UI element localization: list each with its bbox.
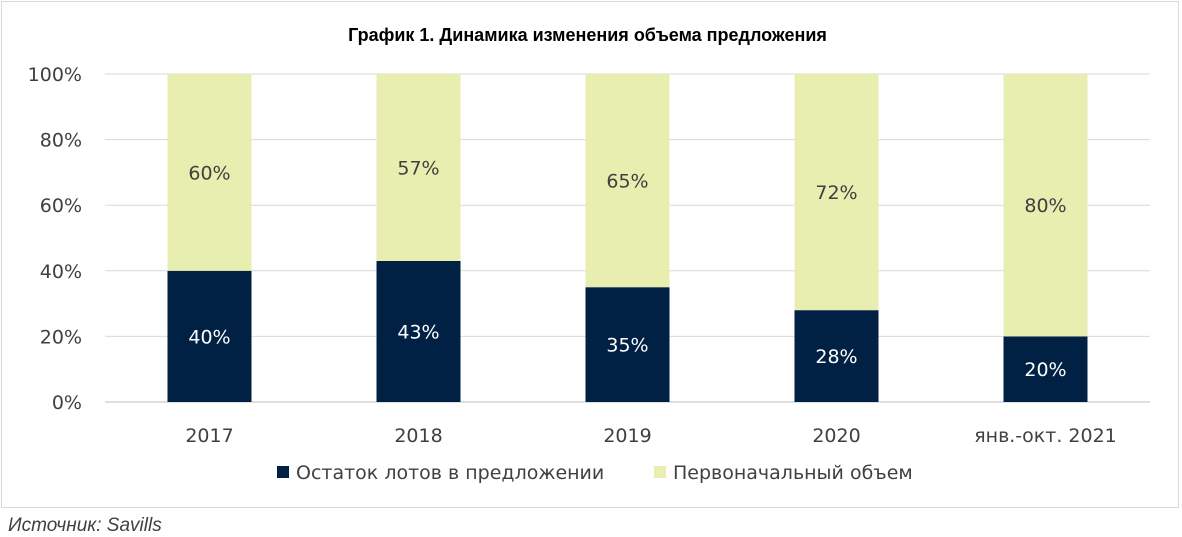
bar-segment [585, 287, 670, 402]
y-tick-label: 80% [40, 130, 82, 152]
source-note: Источник: Savills [8, 515, 162, 536]
data-label: 40% [188, 326, 230, 348]
data-label: 28% [815, 346, 857, 368]
y-tick-label: 20% [40, 326, 82, 348]
x-tick-label: янв.-окт. 2021 [974, 425, 1117, 447]
bar-segment [167, 270, 252, 402]
bar-segment [1003, 336, 1088, 402]
data-label: 72% [815, 182, 857, 204]
data-label: 65% [606, 171, 648, 193]
x-tick-label: 2018 [394, 425, 442, 447]
data-label: 80% [1024, 195, 1066, 217]
y-tick-label: 100% [28, 64, 82, 86]
legend-label: Остаток лотов в предложении [296, 462, 604, 484]
chart-frame: График 1. Динамика изменения объема пред… [1, 1, 1179, 508]
legend-swatch [277, 466, 289, 478]
legend-label: Первоначальный объем [673, 462, 913, 484]
bar-segment [794, 310, 879, 402]
bar-segment [376, 260, 461, 402]
legend-swatch [654, 466, 666, 478]
data-label: 60% [188, 162, 230, 184]
bar-segment [585, 74, 670, 288]
data-label: 57% [397, 157, 439, 179]
data-label: 20% [1024, 359, 1066, 381]
bar-segment [167, 74, 252, 271]
x-tick-label: 2019 [603, 425, 651, 447]
y-tick-label: 60% [40, 195, 82, 217]
y-tick-label: 40% [40, 261, 82, 283]
bar-segment [1003, 74, 1088, 337]
bar-segment [794, 74, 879, 311]
chart-title: График 1. Динамика изменения объема пред… [348, 25, 827, 45]
stacked-bar-chart: График 1. Динамика изменения объема пред… [28, 25, 1150, 484]
bar-segment [376, 74, 461, 261]
y-tick-label: 0% [52, 392, 82, 414]
x-tick-label: 2017 [185, 425, 233, 447]
data-label: 35% [606, 335, 648, 357]
x-tick-label: 2020 [812, 425, 860, 447]
data-label: 43% [397, 321, 439, 343]
